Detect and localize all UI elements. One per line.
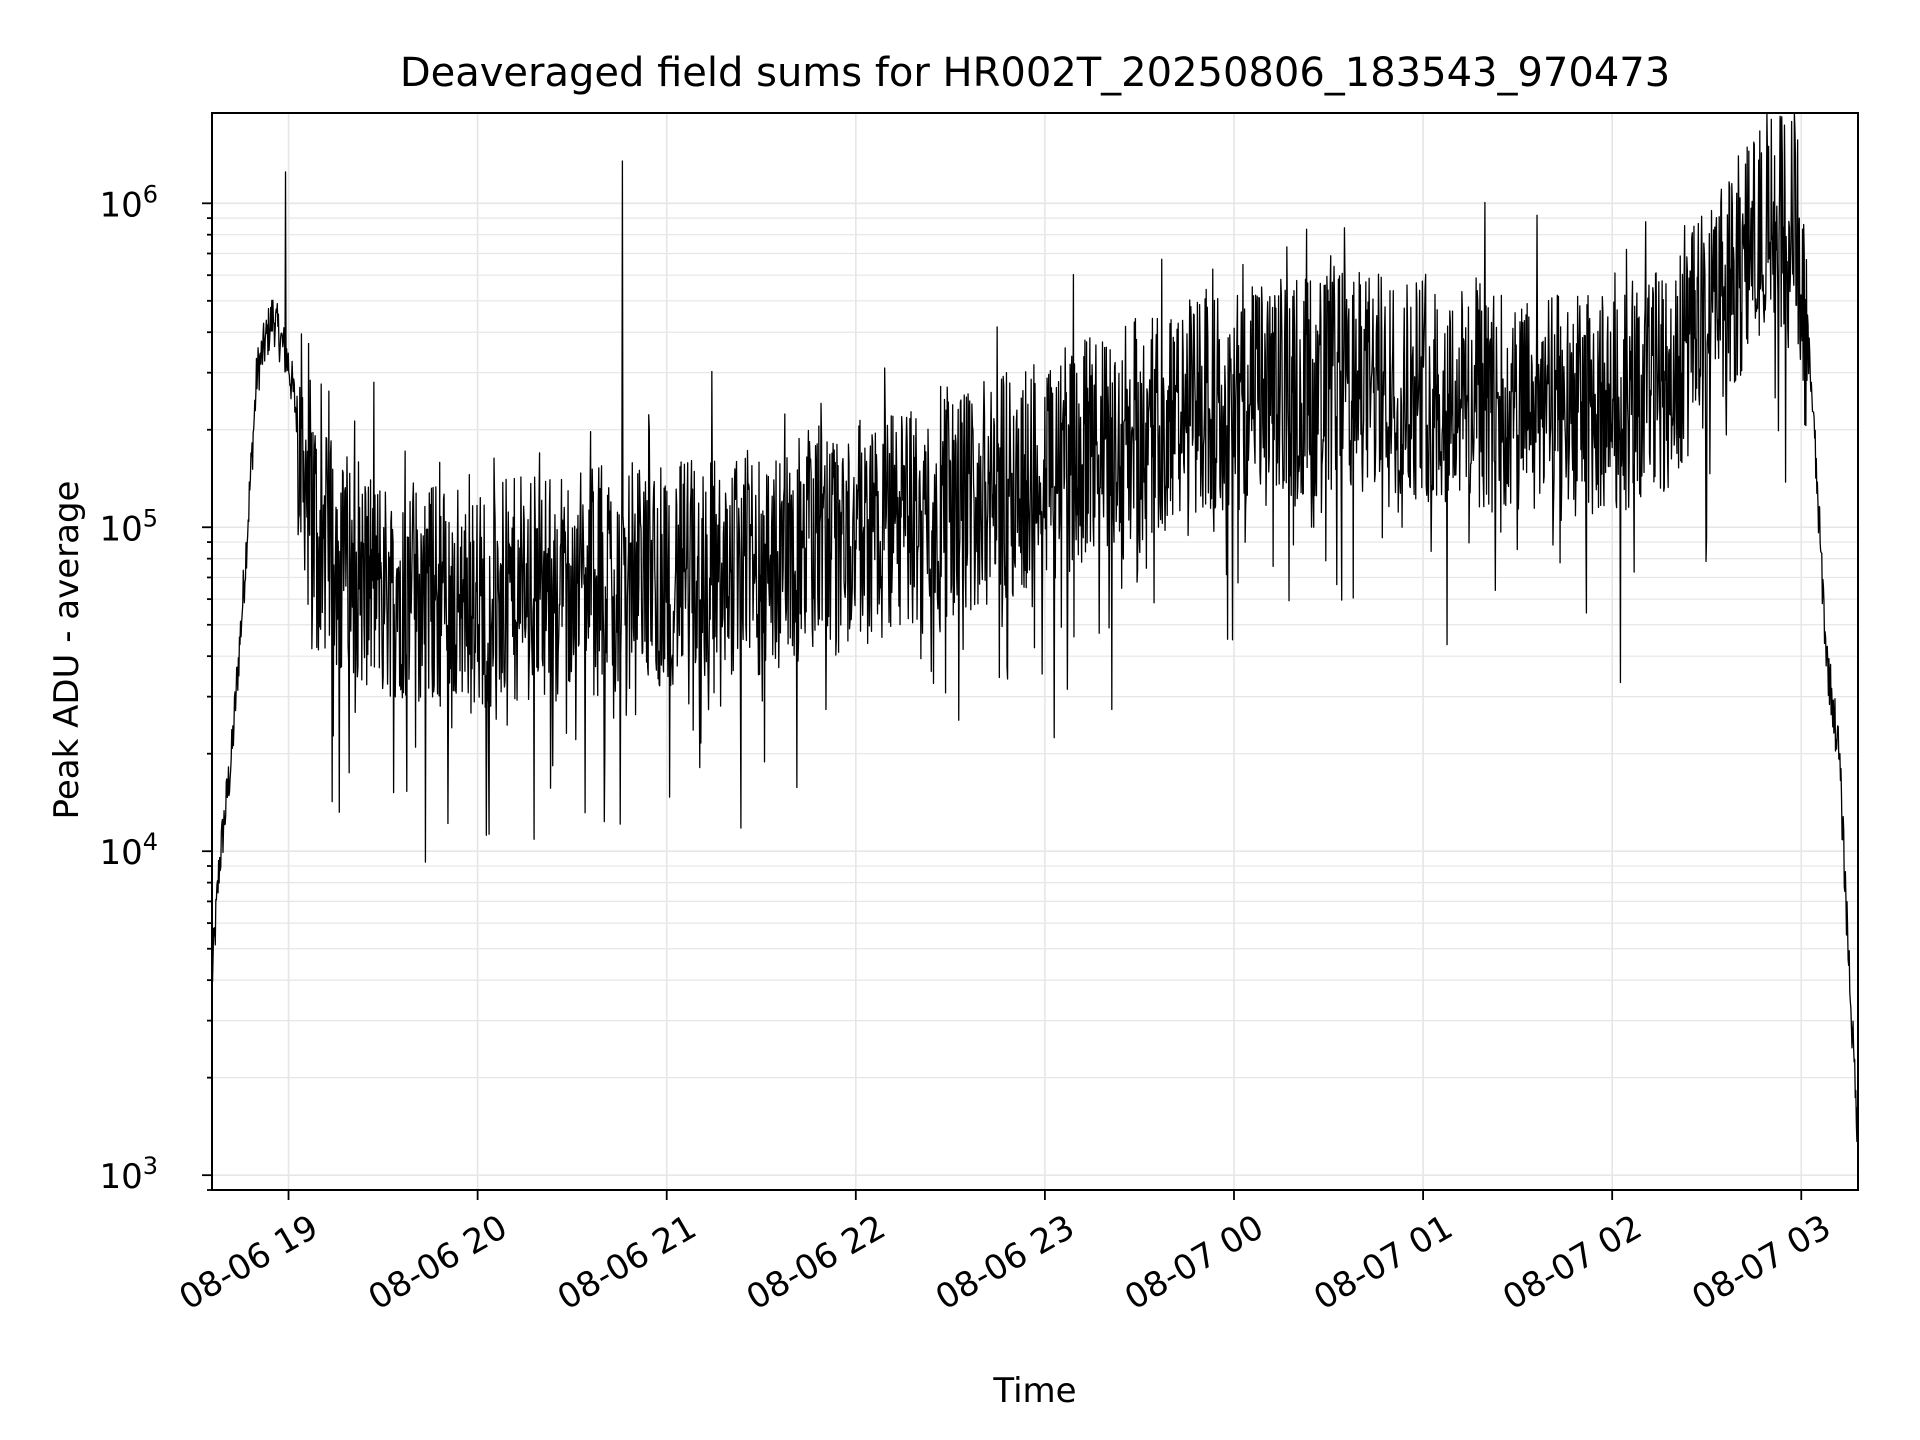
y-tick-label-exponent: 4	[143, 828, 158, 856]
series-line	[211, 112, 1859, 1143]
y-axis-label: Peak ADU - average	[47, 481, 87, 820]
y-tick-label-exponent: 6	[143, 180, 158, 208]
axes	[211, 112, 1859, 1191]
y-tick-label-exponent: 5	[143, 504, 158, 532]
grid	[212, 113, 1858, 1191]
x-axis-label: Time	[992, 1371, 1076, 1411]
chart-title: Deaveraged field sums for HR002T_2025080…	[400, 50, 1670, 96]
axes-frame	[211, 112, 1859, 1191]
y-tick-label-exponent: 3	[143, 1152, 158, 1180]
series-group	[211, 112, 1859, 1143]
